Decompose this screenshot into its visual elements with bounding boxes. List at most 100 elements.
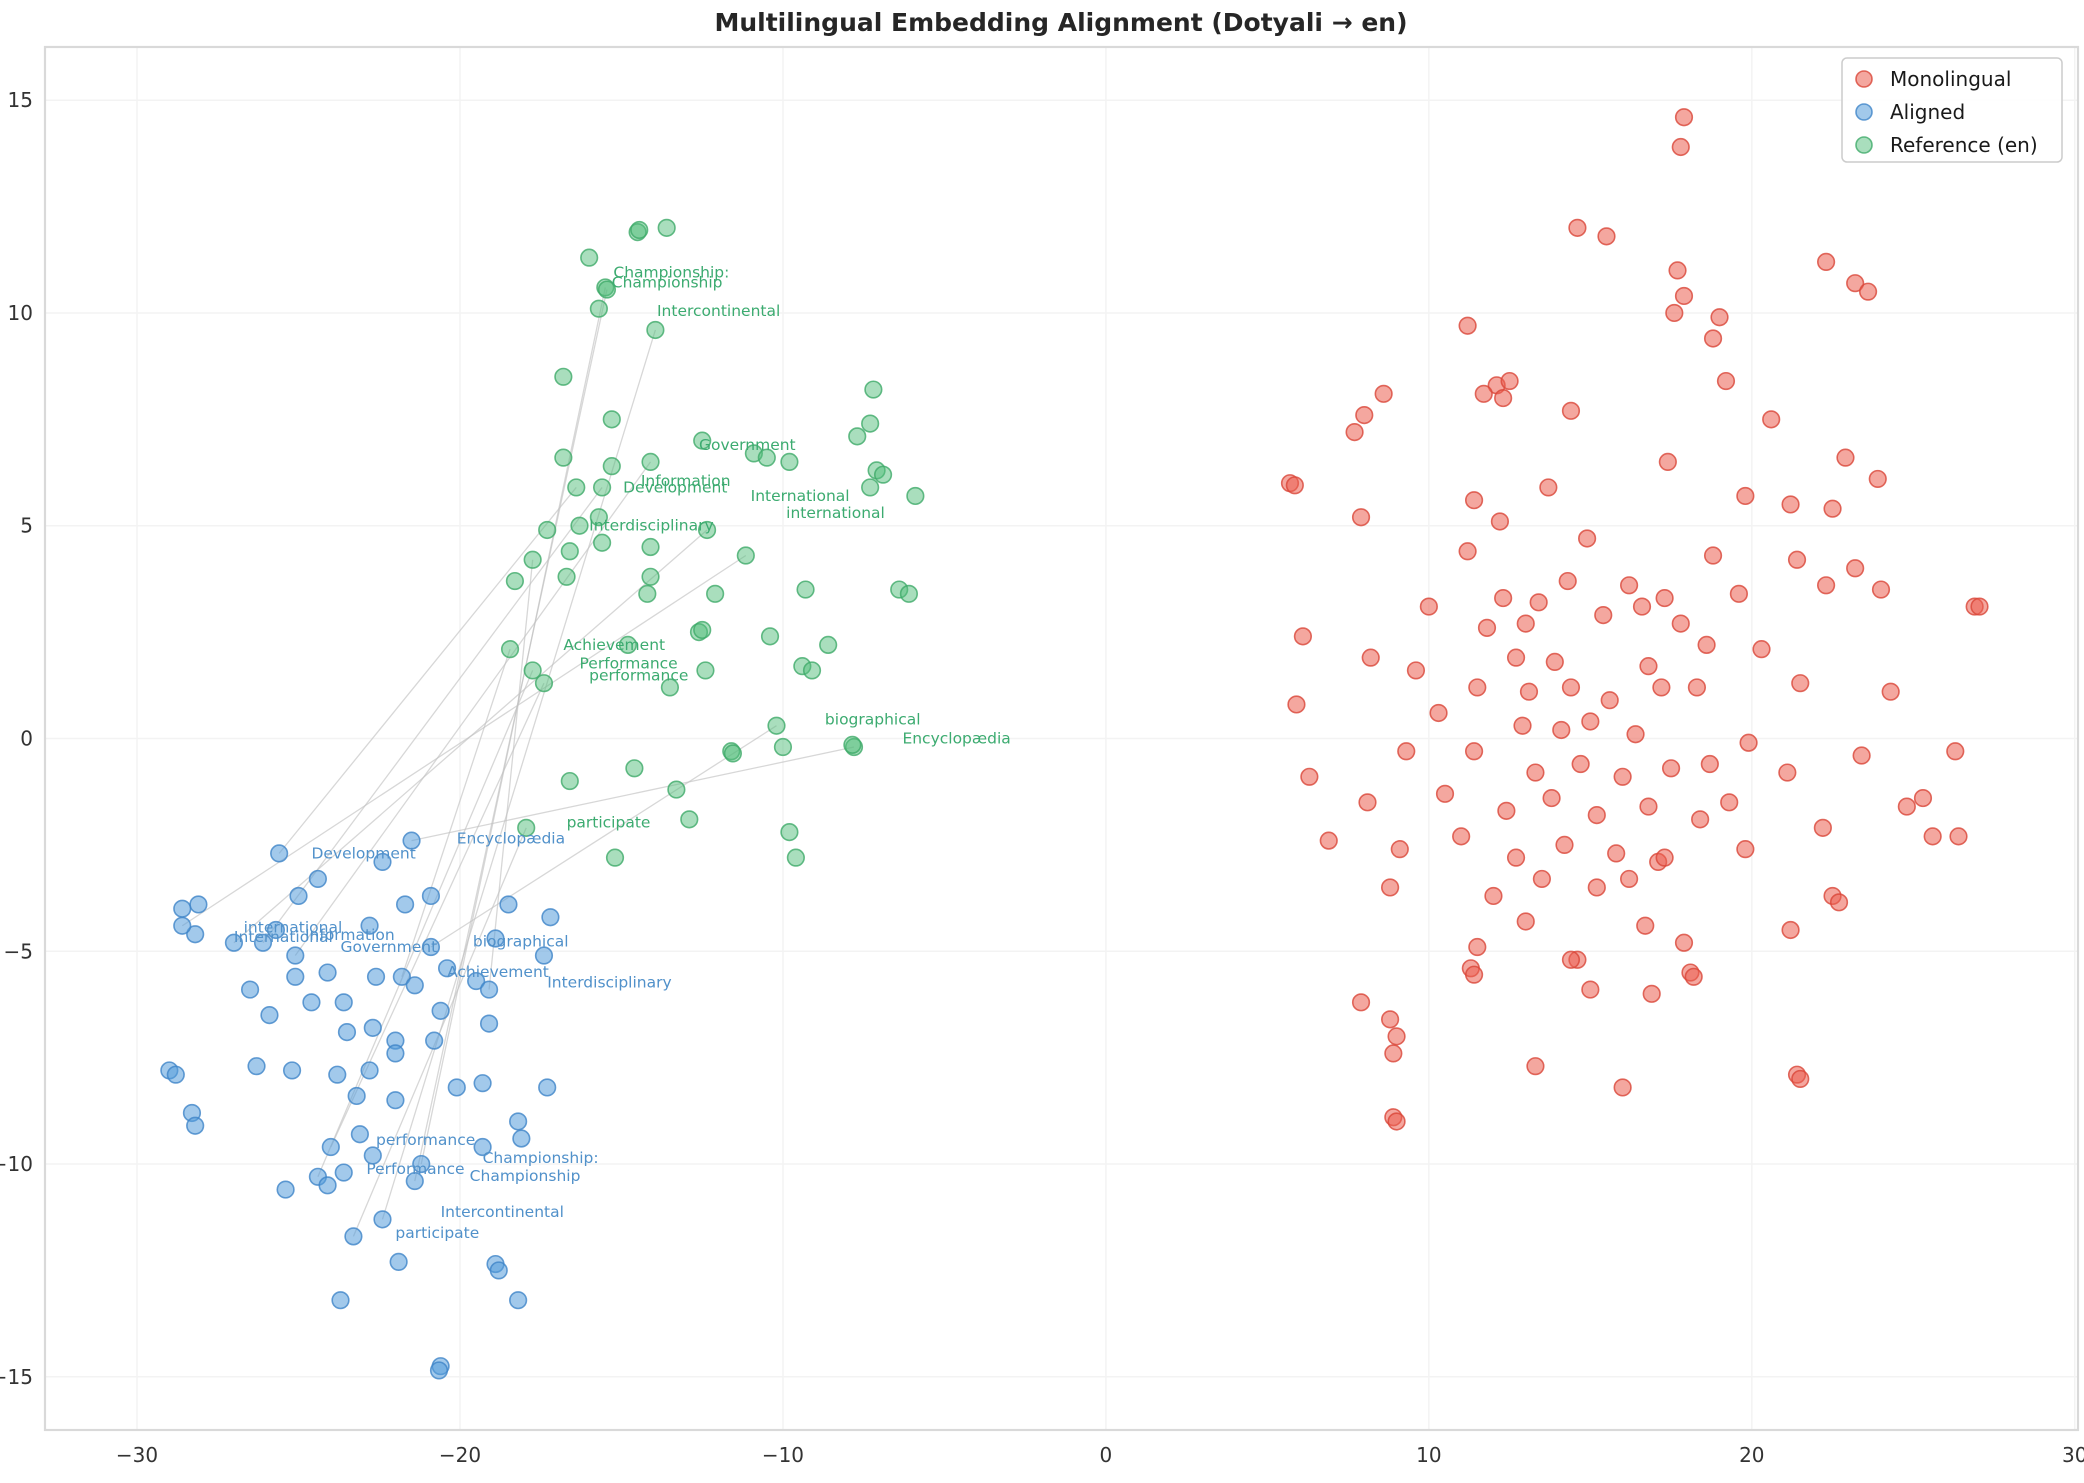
aligned-point-label: Championship: bbox=[483, 1149, 599, 1167]
aligned-point-label: Interdisciplinary bbox=[547, 973, 671, 991]
y-tick-label: −5 bbox=[4, 939, 33, 963]
legend-item-monolingual: Monolingual bbox=[1855, 67, 2011, 91]
aligned-point-label: Intercontinental bbox=[441, 1203, 564, 1221]
data-point bbox=[1687, 678, 1707, 697]
data-point bbox=[1345, 423, 1364, 442]
data-point bbox=[344, 1227, 363, 1246]
data-point bbox=[1836, 448, 1855, 467]
data-point bbox=[1561, 678, 1581, 697]
data-point bbox=[554, 367, 573, 386]
data-point bbox=[1435, 784, 1455, 803]
data-point bbox=[1555, 835, 1574, 854]
series-aligned bbox=[160, 831, 560, 1380]
data-point bbox=[334, 993, 353, 1012]
data-point bbox=[318, 1176, 337, 1195]
data-point bbox=[1361, 648, 1380, 667]
data-point bbox=[1913, 788, 1933, 808]
data-point bbox=[270, 844, 289, 863]
data-point bbox=[276, 1180, 295, 1199]
data-point bbox=[706, 584, 725, 603]
data-point bbox=[1458, 542, 1477, 561]
data-point bbox=[638, 584, 657, 603]
data-point bbox=[1829, 893, 1849, 912]
data-point bbox=[1658, 452, 1677, 472]
alignment-line bbox=[262, 487, 603, 944]
data-point bbox=[780, 823, 799, 842]
data-point bbox=[366, 967, 386, 986]
data-point bbox=[523, 661, 542, 680]
aligned-point-label: biographical bbox=[473, 932, 569, 950]
aligned-point-label: Championship bbox=[470, 1167, 581, 1185]
data-point bbox=[1300, 767, 1319, 786]
data-point bbox=[1387, 1112, 1406, 1131]
data-point bbox=[1720, 793, 1739, 812]
aligned-point-label: Achievement bbox=[447, 963, 549, 981]
data-point bbox=[467, 971, 486, 991]
reference-point-label: participate bbox=[567, 813, 651, 831]
data-point bbox=[260, 1005, 279, 1025]
data-point bbox=[1381, 1010, 1400, 1029]
data-point bbox=[534, 946, 554, 965]
y-tick-label: 10 bbox=[8, 301, 33, 325]
data-point bbox=[1355, 405, 1374, 425]
data-point bbox=[1351, 508, 1371, 527]
data-point bbox=[1419, 597, 1438, 616]
data-point bbox=[1516, 912, 1535, 931]
reference-point-label: Development bbox=[623, 478, 727, 496]
data-point bbox=[1858, 282, 1878, 301]
data-point bbox=[289, 886, 308, 906]
series-monolingual bbox=[1280, 108, 1989, 1131]
reference-point-label: Encyclopædia bbox=[902, 730, 1010, 748]
data-point bbox=[864, 380, 883, 399]
reference-point-label: biographical bbox=[825, 710, 921, 728]
data-point bbox=[318, 963, 337, 982]
data-point bbox=[1607, 844, 1626, 863]
aligned-point-label: Encyclopædia bbox=[457, 830, 565, 848]
data-point bbox=[1387, 1027, 1406, 1046]
data-point bbox=[421, 886, 441, 906]
reference-point-label: performance bbox=[589, 667, 688, 685]
data-point bbox=[1397, 742, 1416, 761]
alignment-line bbox=[381, 329, 657, 1220]
data-point bbox=[1791, 1069, 1810, 1089]
data-point bbox=[431, 1001, 450, 1020]
data-point bbox=[1293, 627, 1313, 646]
data-point bbox=[499, 895, 518, 914]
data-point bbox=[1674, 286, 1694, 306]
data-point bbox=[1474, 384, 1493, 403]
data-point bbox=[1545, 652, 1564, 672]
data-point bbox=[517, 818, 536, 837]
data-point bbox=[512, 1129, 531, 1148]
data-point bbox=[347, 1086, 366, 1106]
legend-box bbox=[1841, 57, 2063, 163]
data-point bbox=[848, 427, 867, 446]
data-point bbox=[802, 661, 822, 680]
data-point bbox=[560, 771, 579, 791]
data-point bbox=[253, 933, 273, 952]
data-point bbox=[1949, 827, 1968, 846]
data-point bbox=[328, 1065, 347, 1084]
data-point bbox=[1752, 640, 1771, 659]
data-point bbox=[1674, 108, 1694, 127]
y-tick-label: 5 bbox=[20, 514, 33, 538]
data-points-layer bbox=[160, 108, 1989, 1380]
data-point bbox=[786, 848, 805, 867]
data-point bbox=[1390, 840, 1409, 859]
data-point bbox=[421, 937, 441, 957]
data-point bbox=[350, 1125, 369, 1144]
reference-point-label: Championship: bbox=[613, 264, 729, 282]
data-point bbox=[1787, 550, 1807, 569]
data-point bbox=[1581, 712, 1600, 731]
data-point bbox=[509, 1112, 528, 1131]
data-point bbox=[1668, 261, 1687, 280]
x-tick-label: −30 bbox=[116, 1443, 158, 1467]
data-point bbox=[1539, 478, 1558, 497]
x-tick-label: −20 bbox=[439, 1443, 481, 1467]
data-point bbox=[1632, 597, 1652, 616]
series-reference-en- bbox=[500, 218, 925, 867]
data-point bbox=[412, 1154, 431, 1174]
data-point bbox=[538, 1078, 557, 1097]
data-point bbox=[224, 933, 244, 952]
data-point bbox=[1506, 648, 1526, 667]
